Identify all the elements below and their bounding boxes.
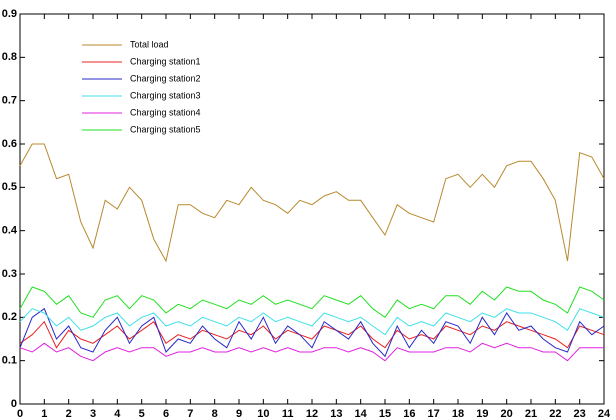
x-tick-label: 0 [17,408,23,420]
y-tick-label: 0.4 [2,225,18,237]
legend-label: Charging station5 [130,124,201,134]
y-tick-label: 0.8 [2,51,17,63]
x-tick-label: 5 [139,408,145,420]
series-line [19,342,604,362]
x-tick-label: 24 [598,408,611,420]
x-tick-label: 7 [187,408,193,420]
x-tick-label: 21 [525,408,537,420]
x-tick-label: 23 [574,408,586,420]
y-tick-label: 0.6 [2,138,17,150]
x-tick-label: 3 [90,408,96,420]
legend-label: Charging station1 [130,56,201,66]
legend-label: Charging station4 [130,107,201,117]
x-tick-label: 11 [282,408,294,420]
plot-frame [19,13,605,405]
x-tick-label: 15 [379,408,391,420]
series-line [19,143,605,263]
series-line [19,286,605,318]
y-tick-label: 0.5 [2,181,17,193]
x-tick-label: 1 [41,408,47,420]
y-tick-label: 0.2 [2,311,17,323]
x-tick-label: 8 [212,408,218,420]
y-tick-label: 0.1 [2,355,17,367]
x-tick-label: 2 [66,408,72,420]
x-tick-label: 9 [236,408,242,420]
legend-label: Charging station2 [130,73,201,83]
y-tick-label: 0.9 [2,8,17,20]
legend-label: Charging station3 [130,90,201,100]
series-line [19,307,605,358]
x-tick-label: 17 [428,408,440,420]
x-tick-label: 20 [501,408,513,420]
x-tick-label: 14 [355,408,368,420]
series-line [19,308,605,336]
x-tick-label: 12 [306,408,318,420]
x-tick-label: 18 [452,408,464,420]
y-tick-label: 0 [11,398,17,410]
x-tick-label: 16 [403,408,415,420]
x-tick-label: 10 [257,408,269,420]
x-tick-label: 4 [114,408,121,420]
y-tick-label: 0.3 [2,268,17,280]
x-tick-label: 6 [163,408,169,420]
legend-label: Total load [130,39,169,49]
x-tick-label: 22 [549,408,561,420]
series-line [19,320,605,349]
y-tick-label: 0.7 [2,95,17,107]
x-tick-label: 13 [330,408,342,420]
x-tick-label: 19 [476,408,488,420]
